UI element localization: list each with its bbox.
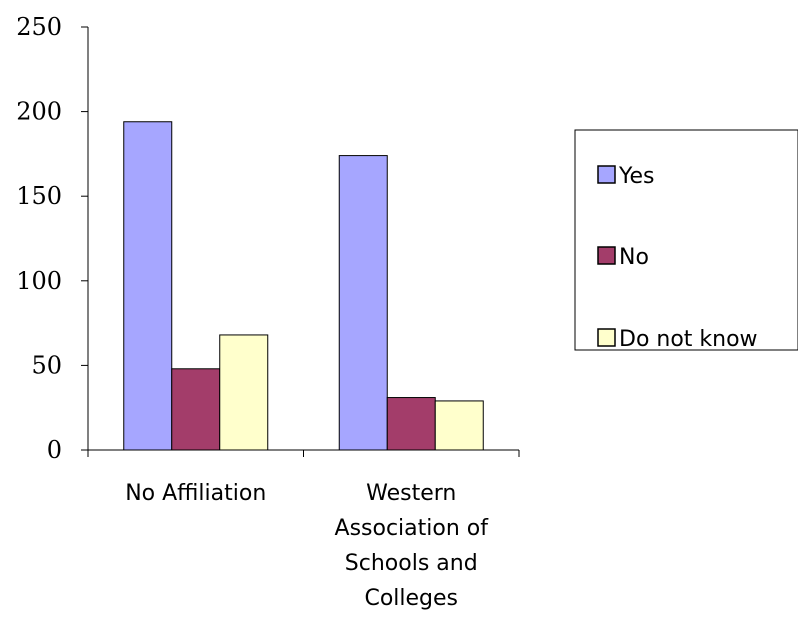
legend-label: Yes: [618, 164, 655, 189]
category-label: No Affiliation: [125, 481, 266, 506]
y-tick-label: 200: [16, 98, 62, 126]
bar-no: [386, 397, 436, 451]
legend-label: No: [619, 245, 649, 270]
y-tick-label: 100: [16, 267, 62, 295]
bar-yes: [338, 155, 388, 451]
bar-no: [171, 368, 221, 451]
bar-do-not-know: [434, 400, 484, 451]
bar-yes: [123, 121, 173, 451]
y-tick-label: 150: [16, 182, 62, 210]
y-tick-label: 50: [31, 351, 62, 379]
bars: [123, 121, 484, 451]
legend: Yes No Do not know: [574, 129, 798, 352]
y-axis: 0 50 100 150 200 250: [16, 13, 89, 464]
category-label: Western Association of Schools and Colleges: [335, 481, 490, 611]
legend-label: Do not know: [619, 327, 758, 352]
y-tick-label: 0: [47, 436, 62, 464]
legend-box: [574, 129, 798, 351]
legend-swatch: [597, 246, 616, 265]
bar-do-not-know: [219, 334, 269, 451]
legend-swatch: [597, 328, 616, 347]
y-tick-label: 250: [16, 13, 62, 41]
x-axis: No Affiliation Western Association of Schoo…: [87, 449, 520, 611]
legend-swatch: [597, 165, 616, 184]
